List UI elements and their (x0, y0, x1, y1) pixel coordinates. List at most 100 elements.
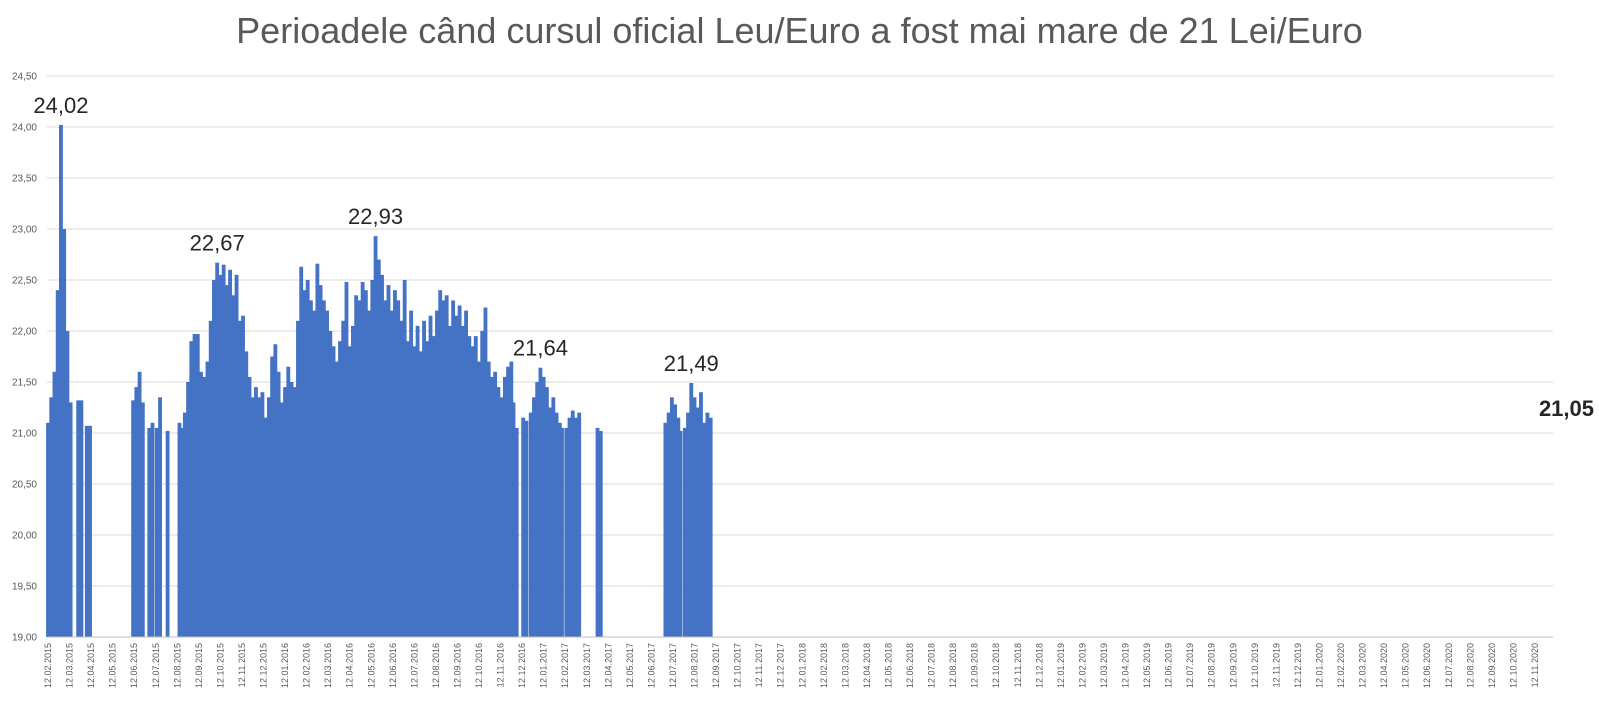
x-tick-label: 12.10.2019 (1250, 643, 1260, 688)
data-labels: 24,02 22,67 22,93 21,64 21,49 21,05 (33, 93, 1594, 421)
bar (673, 404, 678, 637)
x-tick-label: 12.03.2020 (1358, 643, 1368, 688)
bar (393, 290, 397, 637)
bar (380, 274, 384, 637)
bar (438, 290, 443, 637)
x-tick-label: 12.07.2016 (409, 643, 419, 688)
x-tick-label: 12.05.2019 (1142, 643, 1152, 688)
x-tick-label: 12.06.2016 (388, 643, 398, 688)
y-tick-label: 21,50 (12, 378, 37, 389)
bar (666, 412, 671, 637)
bar (538, 367, 543, 637)
bar (567, 417, 572, 637)
bar (296, 320, 300, 637)
bar (205, 361, 210, 637)
bar (189, 341, 194, 637)
bar (328, 331, 333, 637)
bar (49, 397, 54, 637)
x-axis-ticks: 12.02.2015 12.03.2015 12.04.2015 12.05.2015… (43, 643, 1540, 688)
bar (305, 280, 310, 637)
bar (444, 295, 449, 637)
x-tick-label: 12.08.2015 (172, 643, 182, 688)
x-tick-label: 12.11.2018 (1013, 643, 1023, 687)
bar (367, 310, 372, 637)
x-tick-label: 12.09.2020 (1487, 643, 1497, 688)
bar (409, 310, 414, 637)
bar (682, 427, 687, 637)
bar (88, 425, 92, 637)
x-tick-label: 12.03.2017 (582, 643, 592, 688)
x-tick-label: 12.01.2018 (797, 643, 807, 688)
bar (192, 334, 197, 637)
bar (496, 387, 501, 637)
x-tick-label: 12.11.2015 (237, 643, 247, 687)
bar (202, 376, 207, 637)
bar (208, 320, 213, 637)
bar (276, 371, 281, 637)
bar (55, 290, 60, 637)
bar (52, 371, 57, 637)
x-tick-label: 12.03.2018 (840, 643, 850, 688)
y-tick-label: 24,00 (12, 123, 37, 134)
bar (483, 307, 488, 637)
bar (511, 402, 516, 637)
bar (354, 295, 359, 637)
bar (399, 320, 404, 637)
x-tick-label: 12.11.2019 (1271, 643, 1281, 687)
bar (65, 331, 70, 637)
bar (663, 422, 668, 637)
bar (158, 397, 162, 637)
x-tick-label: 12.10.2016 (474, 643, 484, 688)
bar (308, 300, 313, 637)
bar (396, 300, 401, 637)
bar (344, 282, 349, 637)
data-label: 21,64 (513, 336, 568, 361)
bar (137, 371, 142, 637)
chart-title: Perioadele când cursul oficial Leu/Euro … (236, 10, 1363, 51)
x-tick-label: 12.02.2018 (819, 643, 829, 688)
bar (460, 325, 465, 637)
bar (257, 397, 262, 637)
x-tick-label: 12.07.2015 (151, 643, 161, 688)
bar (325, 310, 329, 637)
x-tick-label: 12.12.2017 (776, 643, 786, 688)
bar (321, 300, 326, 637)
bar (702, 422, 707, 637)
bar (383, 300, 388, 637)
x-tick-label: 12.05.2015 (108, 643, 118, 688)
bar (154, 427, 159, 637)
y-tick-label: 21,00 (12, 429, 37, 440)
bar (186, 382, 190, 637)
bar (402, 280, 407, 637)
bar (241, 315, 245, 637)
y-tick-label: 19,50 (12, 582, 37, 593)
x-tick-label: 12.10.2020 (1508, 643, 1518, 688)
bar (692, 397, 697, 637)
bar (334, 361, 339, 637)
bar (467, 336, 472, 637)
x-tick-label: 12.06.2017 (646, 643, 656, 688)
bar (499, 397, 504, 637)
bar (68, 402, 73, 637)
x-tick-label: 12.04.2020 (1379, 643, 1389, 688)
x-tick-label: 12.07.2018 (927, 643, 937, 688)
bar (477, 361, 481, 637)
x-tick-label: 12.12.2016 (517, 643, 527, 688)
x-tick-label: 12.04.2016 (345, 643, 355, 688)
x-tick-label: 12.05.2017 (625, 643, 635, 688)
bar (415, 325, 420, 637)
x-tick-label: 12.09.2017 (711, 643, 721, 688)
bar (318, 285, 323, 637)
bar (228, 269, 233, 637)
x-tick-label: 12.02.2016 (302, 643, 312, 688)
bar (283, 387, 287, 637)
bar (273, 344, 278, 637)
x-tick-label: 12.08.2020 (1465, 643, 1475, 688)
bar (557, 422, 562, 637)
x-tick-label: 12.05.2016 (366, 643, 376, 688)
bar (357, 300, 362, 637)
bar (279, 402, 284, 637)
x-tick-label: 12.03.2016 (323, 643, 333, 688)
bar (59, 124, 63, 637)
